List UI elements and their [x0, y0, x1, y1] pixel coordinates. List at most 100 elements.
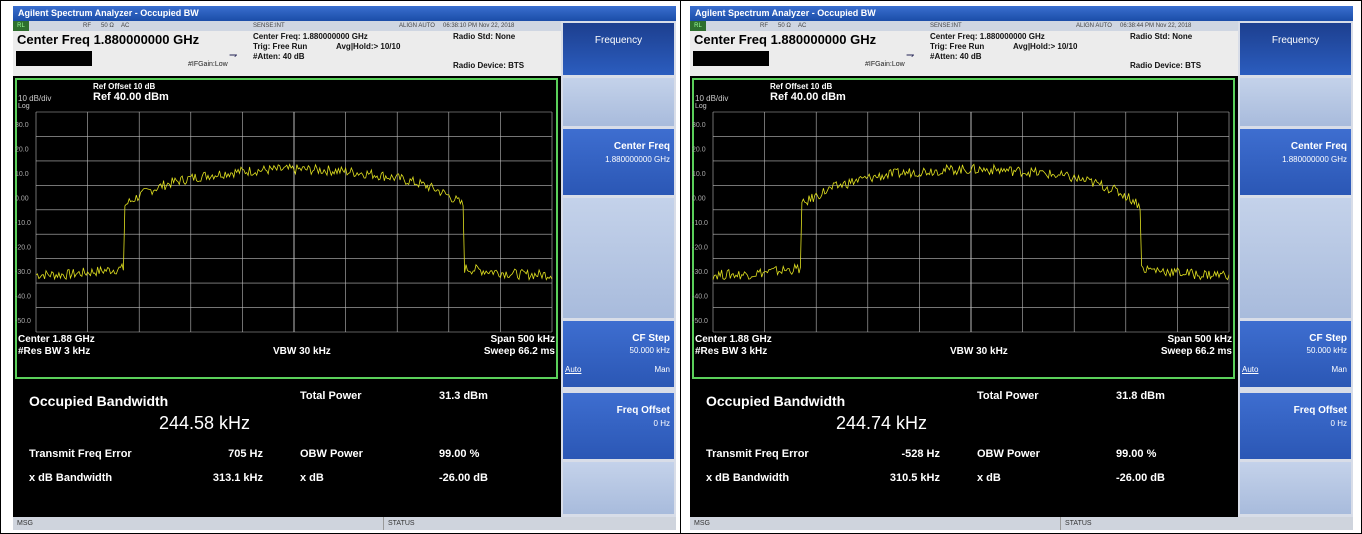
center-freq-info: Center Freq: 1.880000000 GHz	[930, 32, 1045, 41]
softkey-blank	[1240, 78, 1351, 126]
entry-field[interactable]	[16, 51, 92, 66]
obw-power-value: 99.00 %	[1116, 448, 1157, 460]
message-bar: MSG STATUS	[13, 517, 676, 530]
softkey-label: CF Step	[632, 333, 670, 344]
y-tick-label: -30.0	[15, 269, 31, 276]
obw-power-label: OBW Power	[300, 448, 363, 460]
spectrum-graph: Ref Offset 10 dB Ref 40.00 dBm 10 dB/div…	[690, 76, 1238, 381]
ref-level: Ref 40.00 dBm	[93, 91, 169, 103]
lxi-tag: RL	[690, 21, 706, 31]
sense-indicator: SENSE:INT	[930, 23, 962, 29]
impedance-indicator: 50 Ω	[778, 23, 791, 29]
settings-bar: RL RF 50 Ω AC SENSE:INT ALIGN AUTO 06:38…	[13, 21, 561, 76]
freq-offset-softkey[interactable]: Freq Offset 0 Hz	[563, 393, 674, 459]
rbw-label: #Res BW 3 kHz	[18, 346, 91, 357]
span-label: Span 500 kHz	[490, 334, 555, 345]
atten-info: #Atten: 40 dB	[930, 52, 982, 61]
trace-plot: 30.0 20.0 10.0 0.00 -10.0 -20.0 -30.0 -40.0 -50.…	[15, 111, 553, 333]
y-tick-label: 20.0	[15, 147, 29, 154]
total-power-value: 31.3 dBm	[439, 390, 488, 402]
y-tick-label: -10.0	[692, 220, 708, 227]
xdb-bw-label: x dB Bandwidth	[29, 472, 113, 484]
rf-indicator: RF	[760, 23, 768, 29]
softkey-label: Freq Offset	[616, 405, 670, 416]
graph-frame	[692, 78, 1235, 379]
softkey-value: 50.000 kHz	[629, 346, 670, 355]
man-option[interactable]: Man	[654, 365, 670, 374]
softkey-value: 0 Hz	[653, 419, 670, 428]
entry-field[interactable]	[693, 51, 769, 66]
span-label: Span 500 kHz	[1167, 334, 1232, 345]
softkey-value: 0 Hz	[1330, 419, 1347, 428]
xdb-label: x dB	[300, 472, 324, 484]
meas-title: Occupied Bandwidth	[29, 393, 169, 409]
panel-divider	[680, 0, 681, 534]
radio-std-info: Radio Std: None	[453, 32, 516, 41]
center-freq-label: Center 1.88 GHz	[695, 334, 772, 345]
auto-option[interactable]: Auto	[1242, 365, 1259, 374]
trace-svg: 30.0 20.0 10.0 0.00 -10.0 -20.0 -30.0 -40.0 -50.…	[15, 111, 553, 333]
spectrum-graph: Ref Offset 10 dB Ref 40.00 dBm 10 dB/div…	[13, 76, 561, 381]
softkey-value: 1.880000000 GHz	[1282, 155, 1347, 164]
center-freq-label: Center 1.88 GHz	[18, 334, 95, 345]
total-power-label: Total Power	[300, 390, 362, 402]
center-freq-softkey[interactable]: Center Freq 1.880000000 GHz	[1240, 129, 1351, 195]
softkey-label: CF Step	[1309, 333, 1347, 344]
ref-offset: Ref Offset 10 dB	[93, 82, 156, 91]
softkey-panel: Frequency Center Freq 1.880000000 GHz CF…	[561, 21, 676, 517]
softkey-blank	[563, 78, 674, 126]
status-divider	[383, 517, 384, 530]
window-title: Agilent Spectrum Analyzer - Occupied BW	[690, 6, 1353, 21]
vbw-label: VBW 30 kHz	[273, 346, 331, 357]
center-freq-softkey[interactable]: Center Freq 1.880000000 GHz	[563, 129, 674, 195]
lxi-tag: RL	[13, 21, 29, 31]
status-row: RL RF 50 Ω AC SENSE:INT ALIGN AUTO 06:38…	[13, 21, 561, 31]
radio-device-info: Radio Device: BTS	[1130, 61, 1202, 70]
log-label: Log	[695, 103, 707, 110]
y-tick-label: -40.0	[692, 293, 708, 300]
softkey-value: 50.000 kHz	[1306, 346, 1347, 355]
message-bar: MSG STATUS	[690, 517, 1353, 530]
align-indicator: ALIGN AUTO	[1076, 23, 1112, 29]
coupling-indicator: AC	[121, 23, 130, 29]
auto-option[interactable]: Auto	[565, 365, 582, 374]
trigger-info: Trig: Free Run	[253, 42, 308, 51]
avg-hold-info: Avg|Hold:> 10/10	[336, 42, 401, 51]
xdb-bw-value: 310.5 kHz	[889, 472, 940, 484]
radio-device-info: Radio Device: BTS	[453, 61, 525, 70]
tfe-value: -528 Hz	[901, 448, 940, 460]
ref-level: Ref 40.00 dBm	[770, 91, 846, 103]
avg-hold-info: Avg|Hold:> 10/10	[1013, 42, 1078, 51]
xdb-value: -26.00 dB	[1116, 472, 1165, 484]
center-freq-readout[interactable]: Center Freq 1.880000000 GHz	[694, 32, 877, 47]
freq-offset-softkey[interactable]: Freq Offset 0 Hz	[1240, 393, 1351, 459]
xdb-bw-value: 313.1 kHz	[212, 472, 263, 484]
y-tick-label: -20.0	[15, 244, 31, 251]
softkey-blank	[563, 462, 674, 514]
y-tick-label: -50.0	[692, 318, 708, 325]
timestamp: 06:38:44 PM Nov 22, 2018	[1120, 23, 1192, 29]
coupling-indicator: AC	[798, 23, 807, 29]
sweep-label: Sweep 66.2 ms	[1160, 346, 1232, 357]
rbw-label: #Res BW 3 kHz	[695, 346, 768, 357]
total-power-label: Total Power	[977, 390, 1039, 402]
cf-step-softkey[interactable]: CF Step 50.000 kHz Auto Man	[563, 321, 674, 387]
trigger-arrow-icon: ⇁	[906, 50, 915, 61]
y-tick-label: -20.0	[692, 244, 708, 251]
softkey-panel: Frequency Center Freq 1.880000000 GHz CF…	[1238, 21, 1353, 517]
y-tick-label: -50.0	[15, 318, 31, 325]
tfe-label: Transmit Freq Error	[29, 448, 132, 460]
center-freq-info: Center Freq: 1.880000000 GHz	[253, 32, 368, 41]
meas-title: Occupied Bandwidth	[706, 393, 846, 409]
msg-label: MSG	[694, 520, 710, 527]
man-option[interactable]: Man	[1331, 365, 1347, 374]
y-tick-label: 30.0	[15, 122, 29, 129]
center-freq-readout[interactable]: Center Freq 1.880000000 GHz	[17, 32, 200, 47]
scale-label: 10 dB/div	[18, 94, 52, 103]
cf-step-softkey[interactable]: CF Step 50.000 kHz Auto Man	[1240, 321, 1351, 387]
measurement-results: Occupied Bandwidth 244.74 kHz Total Powe…	[690, 381, 1238, 517]
status-label: STATUS	[388, 520, 415, 527]
softkey-menu-title: Frequency	[563, 23, 674, 75]
softkey-label: Center Freq	[613, 141, 670, 152]
xdb-value: -26.00 dB	[439, 472, 488, 484]
